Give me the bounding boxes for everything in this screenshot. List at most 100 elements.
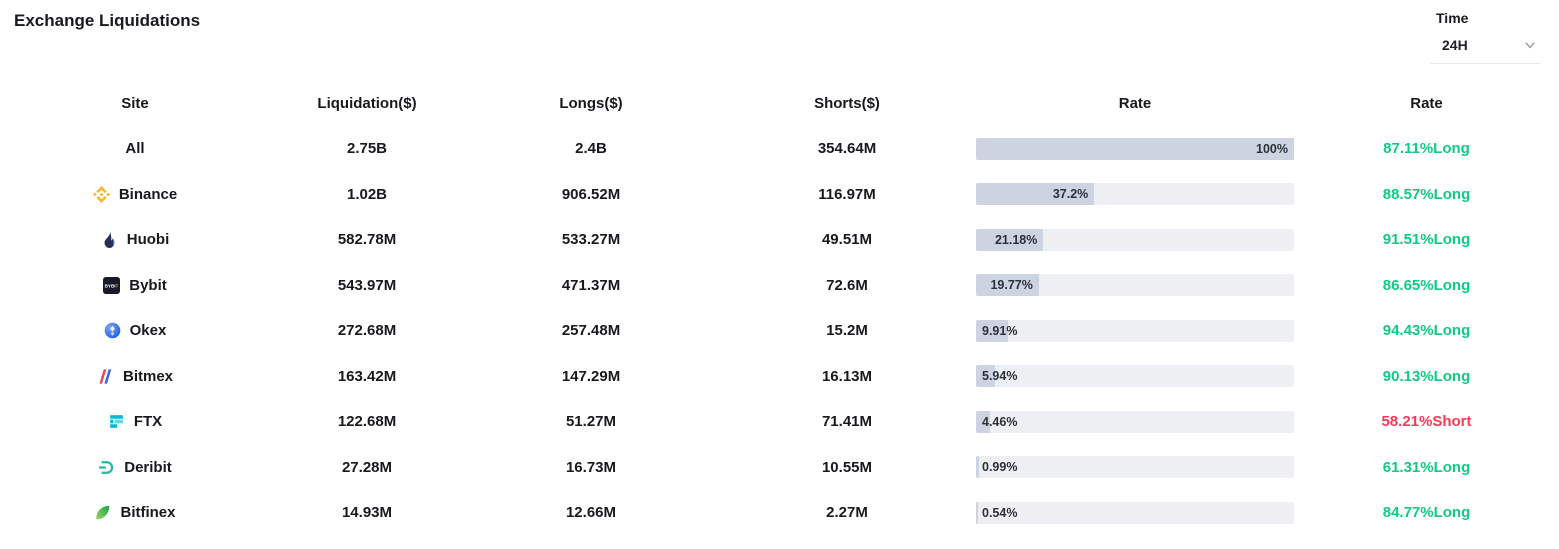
liquidation-value: 582.78M <box>337 231 397 249</box>
rate-bar-cell: 100% <box>976 137 1294 160</box>
rate-bar-label: 4.46% <box>982 414 1018 429</box>
long-short-rate: 87.11%Long <box>1383 140 1470 158</box>
rate-bar-fill <box>976 274 1039 297</box>
liquidation-value: 543.97M <box>337 276 397 294</box>
bitmex-icon <box>97 368 114 385</box>
table-row[interactable]: Deribit 27.28M 16.73M 10.55M 0.99% 61.31… <box>0 445 1559 491</box>
svg-text:BYBIT: BYBIT <box>105 283 119 288</box>
rate-bar-cell: 0.54% <box>976 501 1294 524</box>
liquidation-value: 27.28M <box>341 458 393 476</box>
time-filter: Time 24H <box>1430 10 1540 64</box>
column-header-longs: Longs($) <box>559 94 623 112</box>
rate-bar: 21.18% <box>976 228 1294 251</box>
rate-bar: 5.94% <box>976 365 1294 388</box>
rate-bar-fill <box>976 456 980 479</box>
rate-bar-label: 9.91% <box>982 323 1018 338</box>
rate-bar-label: 21.18% <box>994 232 1038 247</box>
rate-bar-fill <box>976 319 1008 342</box>
liquidation-value: 272.68M <box>337 322 397 340</box>
okex-icon <box>104 322 121 339</box>
rate-bar-cell: 21.18% <box>976 228 1294 251</box>
table-row[interactable]: FTX 122.68M 51.27M 71.41M 4.46% 58.21%Sh… <box>0 399 1559 445</box>
site-cell: Okex <box>0 322 270 339</box>
longs-value: 147.29M <box>561 367 621 385</box>
rate-bar-cell: 19.77% <box>976 274 1294 297</box>
longs-value: 16.73M <box>565 458 617 476</box>
rate-bar-cell: 4.46% <box>976 410 1294 433</box>
shorts-value: 49.51M <box>821 231 873 249</box>
long-short-rate: 61.31%Long <box>1382 458 1471 476</box>
shorts-value: 116.97M <box>818 185 876 203</box>
rate-bar: 4.46% <box>976 410 1294 433</box>
table-row[interactable]: Bitmex 163.42M 147.29M 16.13M 5.94% 90.1… <box>0 354 1559 400</box>
shorts-value: 71.41M <box>821 413 873 431</box>
longs-value: 471.37M <box>561 276 621 294</box>
shorts-value: 72.6M <box>826 276 868 294</box>
longs-value: 12.66M <box>565 504 617 522</box>
site-cell: BYBIT Bybit <box>0 276 270 294</box>
rate-bar: 100% <box>976 137 1294 160</box>
long-short-rate: 94.43%Long <box>1382 322 1471 340</box>
rate-bar: 37.2% <box>976 183 1294 206</box>
rate-bar-label: 0.99% <box>982 460 1018 475</box>
shorts-value: 10.55M <box>821 458 873 476</box>
rate-bar-cell: 5.94% <box>976 365 1294 388</box>
site-name: Bitfinex <box>120 504 176 522</box>
site-cell: Huobi <box>0 231 270 249</box>
huobi-icon <box>101 231 118 249</box>
long-short-rate: 86.65%Long <box>1382 276 1471 294</box>
table-row[interactable]: Okex 272.68M 257.48M 15.2M 9.91% 94.43%L… <box>0 308 1559 354</box>
liquidation-value: 163.42M <box>337 367 397 385</box>
rate-bar-label: 100% <box>1256 141 1288 156</box>
rate-bar-fill <box>976 365 995 388</box>
rate-bar: 9.91% <box>976 319 1294 342</box>
column-header-liquidation: Liquidation($) <box>317 94 417 112</box>
site-name: Deribit <box>124 458 172 476</box>
time-filter-select[interactable]: 24H <box>1430 33 1540 64</box>
site-cell: Deribit <box>0 459 270 476</box>
rate-bar-fill <box>976 137 1294 160</box>
long-short-rate: 88.57%Long <box>1382 185 1471 203</box>
site-cell: All <box>0 140 270 157</box>
long-short-rate: 90.13%Long <box>1382 367 1471 385</box>
table-row[interactable]: Binance 1.02B 906.52M 116.97M 37.2% 88.5… <box>0 172 1559 218</box>
long-short-rate: 58.21%Short <box>1381 413 1472 431</box>
rate-bar-label: 5.94% <box>982 369 1018 384</box>
longs-value: 51.27M <box>565 413 617 431</box>
page-title: Exchange Liquidations <box>14 11 201 30</box>
site-name: Huobi <box>126 231 170 249</box>
site-name: Okex <box>129 322 167 340</box>
liquidation-value: 122.68M <box>337 413 397 431</box>
shorts-value: 2.27M <box>826 504 868 522</box>
rate-bar: 0.54% <box>976 501 1294 524</box>
table-row[interactable]: All 2.75B 2.4B 354.64M 100% 87.11%Long <box>0 126 1559 172</box>
liquidation-value: 14.93M <box>341 504 393 522</box>
site-name: Binance <box>118 185 178 203</box>
site-cell: Binance <box>0 186 270 203</box>
column-header-site: Site <box>121 94 149 112</box>
site-name: All <box>125 140 145 158</box>
rate-bar: 0.99% <box>976 456 1294 479</box>
site-cell: FTX <box>0 413 270 430</box>
rate-bar-label: 19.77% <box>990 278 1033 293</box>
table-row[interactable]: BYBIT Bybit 543.97M 471.37M 72.6M 19.77%… <box>0 263 1559 309</box>
site-name: FTX <box>133 413 163 431</box>
site-name: Bybit <box>129 276 167 294</box>
table-row[interactable]: Bitfinex 14.93M 12.66M 2.27M 0.54% 84.77… <box>0 490 1559 536</box>
site-cell: Bitfinex <box>0 504 270 521</box>
rate-bar-fill <box>976 228 1044 251</box>
shorts-value: 16.13M <box>821 367 873 385</box>
longs-value: 906.52M <box>561 185 621 203</box>
rate-bar-fill <box>976 501 978 524</box>
binance-icon <box>92 185 110 203</box>
table-row[interactable]: Huobi 582.78M 533.27M 49.51M 21.18% 91.5… <box>0 217 1559 263</box>
time-filter-value: 24H <box>1442 37 1468 53</box>
rate-bar-cell: 37.2% <box>976 183 1294 206</box>
ftx-icon <box>108 413 125 430</box>
table-header-row: Site Liquidation($) Longs($) Shorts($) R… <box>0 80 1559 126</box>
bybit-icon: BYBIT <box>103 276 121 294</box>
bitfinex-icon <box>94 504 111 521</box>
time-filter-label: Time <box>1436 10 1469 26</box>
long-short-rate: 91.51%Long <box>1382 231 1471 249</box>
site-name: Bitmex <box>122 367 174 385</box>
